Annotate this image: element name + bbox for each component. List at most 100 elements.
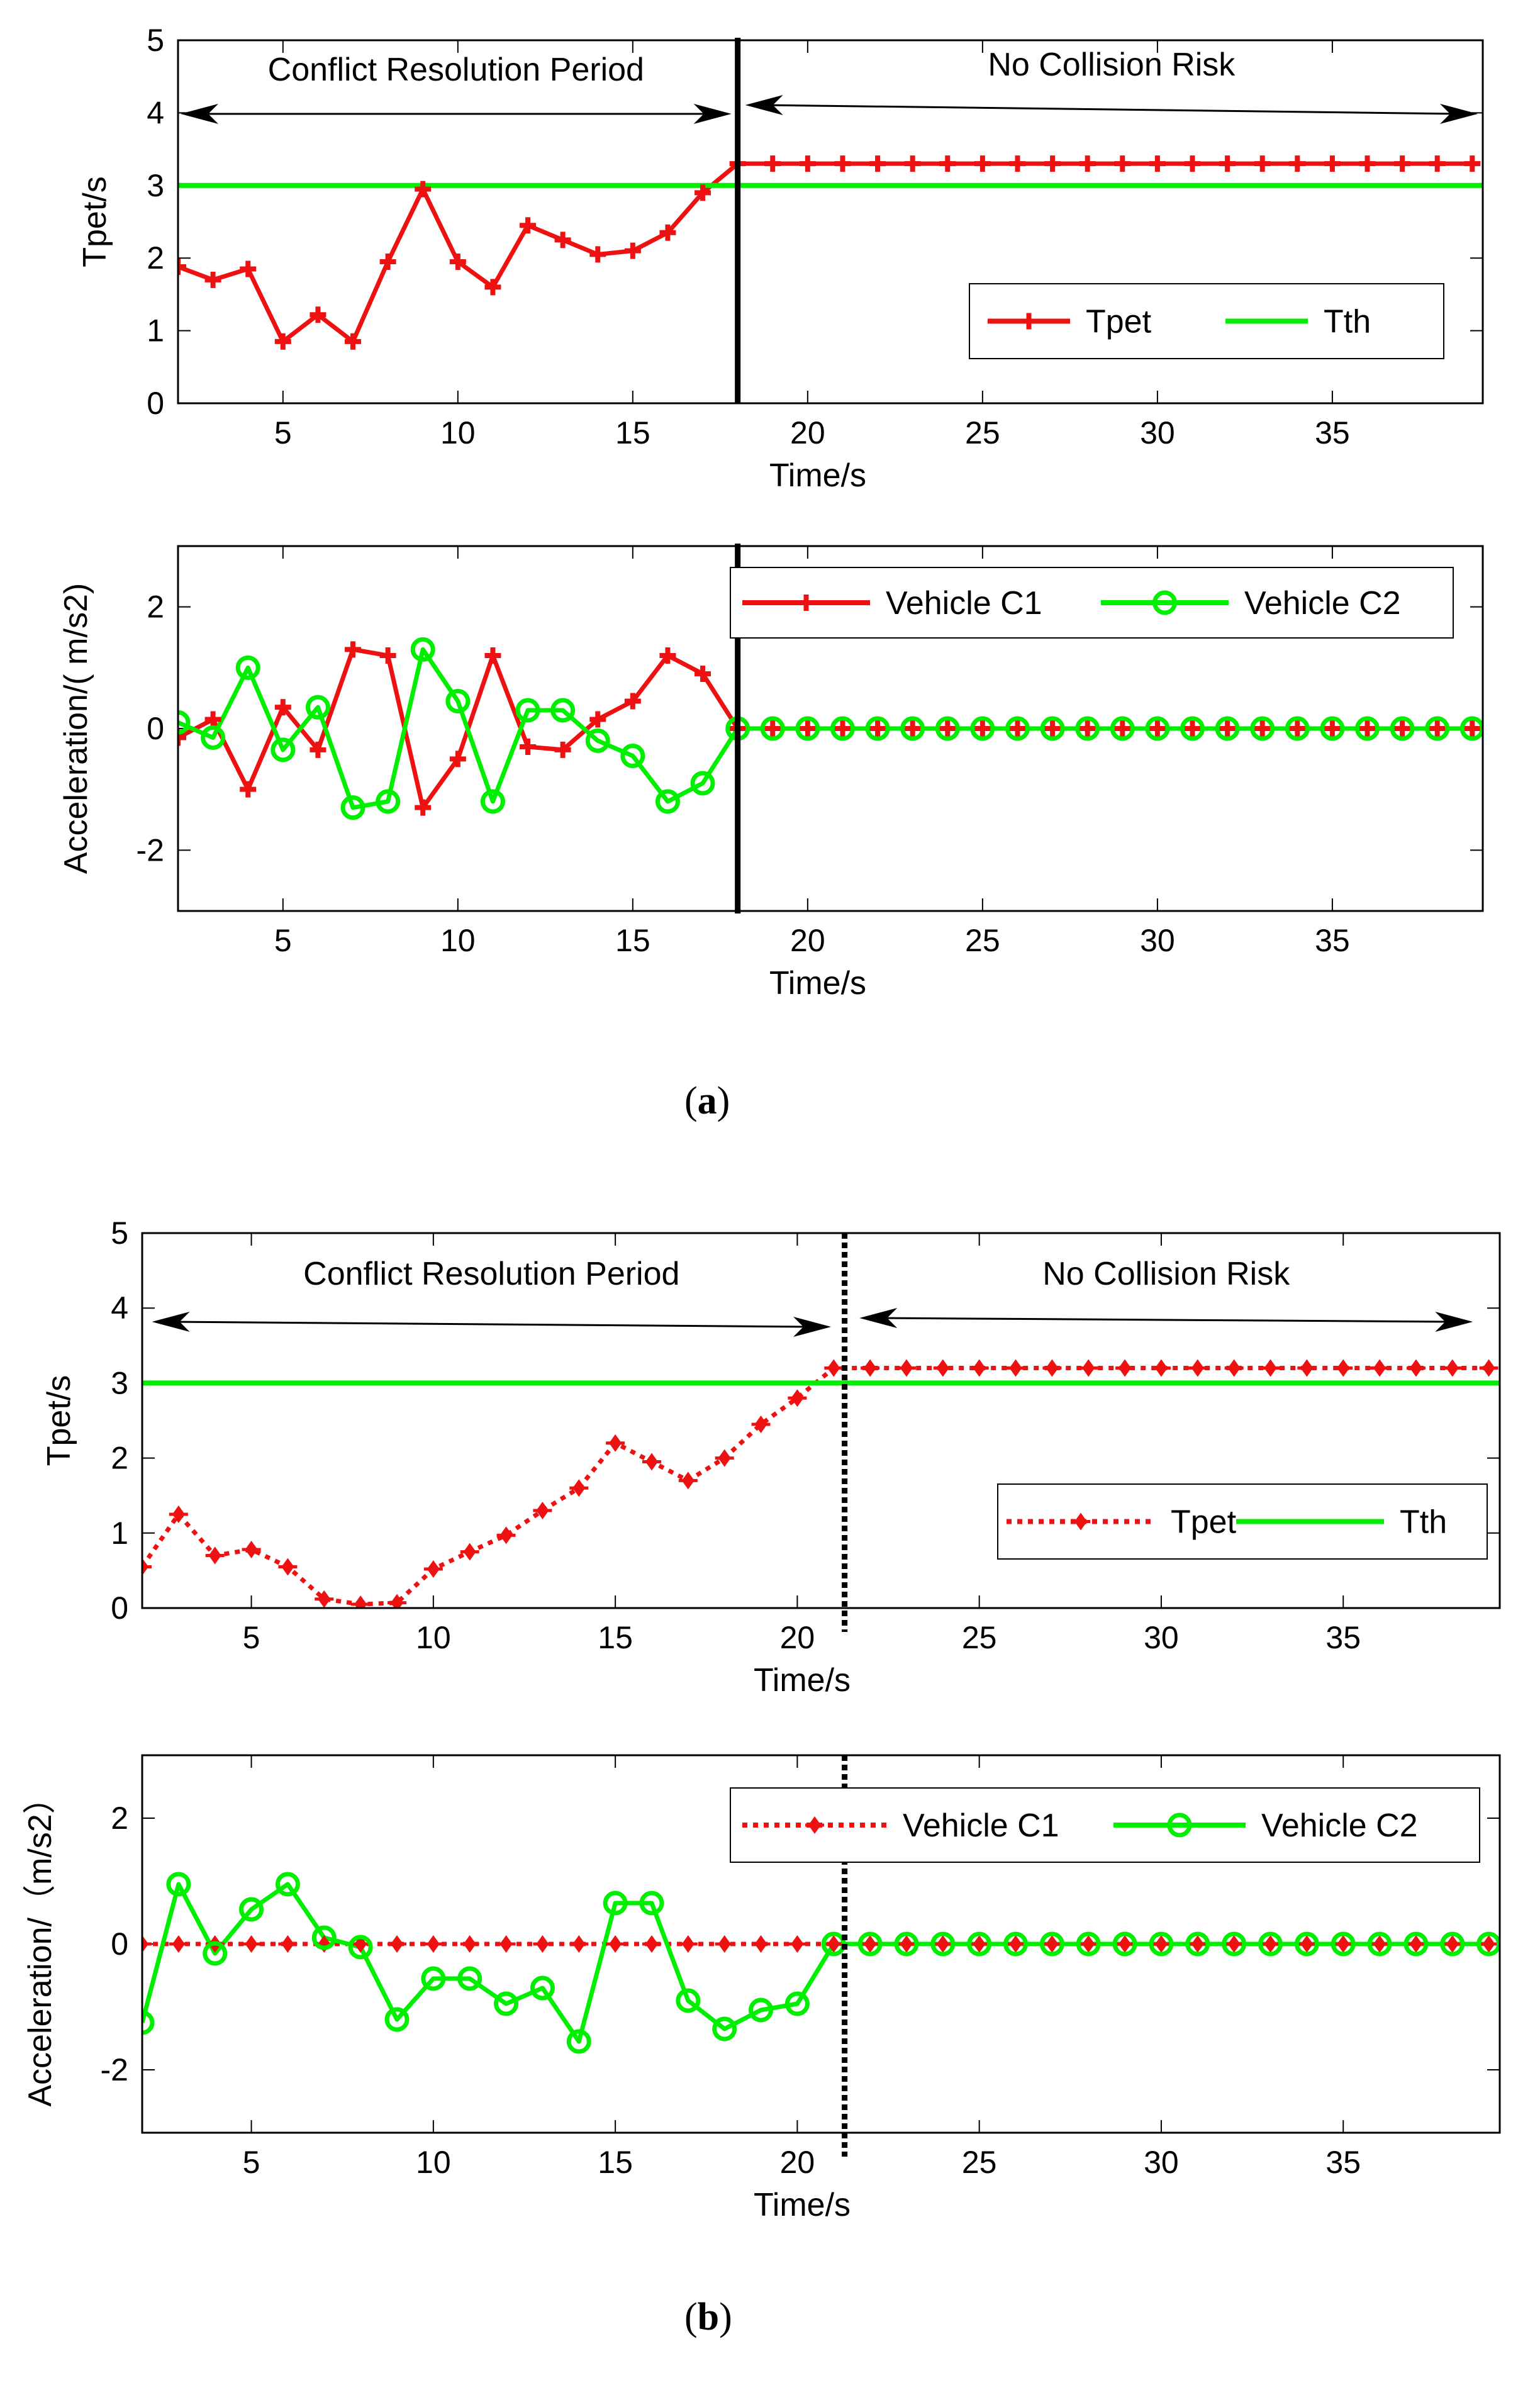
data-point <box>1039 1931 1064 1957</box>
arrowhead-left <box>152 1312 190 1332</box>
y-tick-label: 2 <box>147 240 164 276</box>
annotation-arrow-no-risk <box>878 1317 1454 1323</box>
data-point <box>1149 1931 1174 1957</box>
data-point <box>390 1594 403 1608</box>
y-axis-label: Acceleration/（m/s2） <box>22 1781 59 2106</box>
arrowhead-left <box>181 104 218 124</box>
annotation-no-collision-risk: No Collision Risk <box>1042 1256 1290 1292</box>
x-tick-label: 5 <box>274 923 292 958</box>
y-tick-label: 4 <box>111 1290 128 1326</box>
data-point <box>410 637 435 662</box>
y-axis-label: Acceleration/( m/s2) <box>58 583 94 874</box>
x-tick-label: 20 <box>780 2145 815 2180</box>
panel-label-b-letter: b <box>697 2296 720 2338</box>
x-axis-label: Time/s <box>769 457 866 494</box>
x-tick-label: 10 <box>416 2145 451 2180</box>
data-point <box>676 1988 701 2013</box>
data-point <box>530 1975 555 2001</box>
x-tick-label: 25 <box>962 1620 997 1655</box>
data-point <box>235 655 260 680</box>
data-point <box>712 2016 737 2041</box>
panel-label-a: (a) <box>684 1079 730 1124</box>
data-point <box>655 789 680 814</box>
chart-a-bottom: 5 10 15 20 25 30 35 -2 0 2 Time/s Acceleration/( m/… <box>58 544 1484 1002</box>
data-point <box>1076 1931 1101 1957</box>
annotation-conflict-resolution: Conflict Resolution Period <box>268 52 644 88</box>
data-point <box>178 710 191 735</box>
panel-label-b: (b) <box>684 2295 732 2340</box>
legend-entry: Vehicle C2 <box>1244 585 1401 622</box>
series-group <box>142 1359 1500 1608</box>
y-tick-label: 2 <box>111 1801 128 1836</box>
panel-label-a-close: ) <box>717 1080 730 1122</box>
data-point <box>690 771 715 796</box>
data-point <box>639 1891 664 1916</box>
y-tick-label: 5 <box>147 23 164 58</box>
data-point <box>1185 1931 1210 1957</box>
axes-frame <box>177 39 1484 405</box>
data-point <box>930 1931 956 1957</box>
legend-box <box>730 1787 1480 1863</box>
annotation-arrows <box>152 1308 1473 1337</box>
data-point <box>166 1872 191 1897</box>
data-point <box>348 1935 373 1960</box>
annotation-conflict-resolution: Conflict Resolution Period <box>303 1256 679 1292</box>
data-point <box>1440 1931 1465 1957</box>
x-tick-label: 20 <box>790 923 825 958</box>
legend-entry: Tpet <box>1086 304 1152 340</box>
data-point <box>1285 716 1310 741</box>
data-point <box>421 1966 446 1991</box>
legend: Vehicle C1 Vehicle C2 <box>730 567 1454 639</box>
legend-entry: Vehicle C2 <box>1261 1807 1418 1844</box>
data-point <box>1075 716 1100 741</box>
x-tick-label: 15 <box>615 415 650 450</box>
legend: Tpet Tth <box>997 1483 1488 1560</box>
axes-frame <box>177 545 1484 912</box>
data-point <box>1222 1931 1247 1957</box>
legend-marker <box>1167 1812 1192 1838</box>
data-point <box>1367 1931 1392 1957</box>
legend: Tpet Tth <box>969 283 1444 359</box>
panel-label-a-letter: a <box>697 1080 717 1122</box>
x-tick-label: 15 <box>598 1620 633 1655</box>
axes-frame <box>141 1232 1501 1609</box>
x-tick-label: 20 <box>790 415 825 450</box>
annotation-arrow-conflict <box>170 1321 813 1328</box>
data-point <box>457 1966 483 1991</box>
y-tick-label: -2 <box>101 2052 128 2087</box>
legend-entry: Vehicle C1 <box>886 585 1042 622</box>
data-point <box>620 744 645 768</box>
chart-b-bottom: 5 10 15 20 25 30 35 -2 0 2 Time/s Acceleration/（m/s… <box>22 1754 1501 2223</box>
data-point <box>1005 716 1030 741</box>
arrowhead-left <box>745 95 783 115</box>
legend-entry: Tpet <box>1171 1504 1237 1541</box>
data-point <box>1390 716 1415 741</box>
y-axis-label: Tpet/s <box>77 176 113 267</box>
series-group <box>178 155 1483 350</box>
arrowhead-right <box>793 1317 832 1337</box>
data-point <box>967 1931 992 1957</box>
chart-a-top: 5 10 15 20 25 30 35 0 1 2 3 4 5 Time/s Tpet/s Conflict … <box>77 23 1484 494</box>
data-point <box>603 1891 628 1916</box>
panel-label-b-open: ( <box>684 2296 698 2338</box>
x-tick-label: 5 <box>243 1620 260 1655</box>
data-point <box>271 737 296 762</box>
x-tick-label: 35 <box>1315 923 1350 958</box>
y-tick-label: 2 <box>147 589 164 625</box>
y-tick-label: 3 <box>111 1365 128 1400</box>
data-point <box>865 716 890 741</box>
panel-label-a-open: ( <box>684 1080 698 1122</box>
data-point <box>376 789 401 814</box>
x-tick-label: 30 <box>1144 1620 1179 1655</box>
y-axis-label: Tpet/s <box>41 1375 77 1466</box>
arrowhead-right <box>1435 1312 1473 1332</box>
axes-frame <box>141 1754 1501 2134</box>
x-axis-label: Time/s <box>754 1662 851 1699</box>
data-point <box>384 2007 410 2032</box>
x-tick-label: 15 <box>598 2145 633 2180</box>
arrowhead-left <box>859 1308 898 1328</box>
y-tick-label: -2 <box>137 832 164 868</box>
y-tick-label: 0 <box>111 1590 128 1626</box>
data-point <box>749 1997 774 2023</box>
